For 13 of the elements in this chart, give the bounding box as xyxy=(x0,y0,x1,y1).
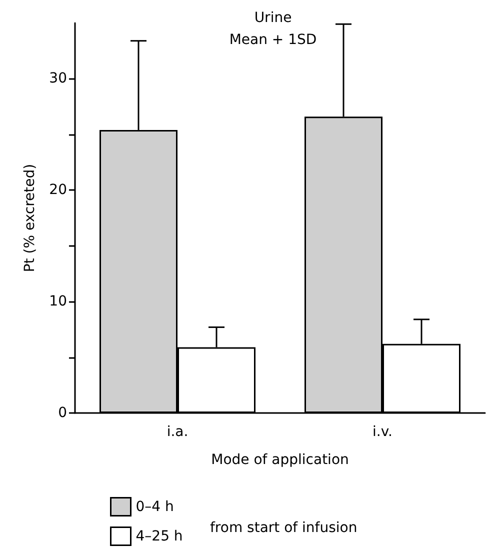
legend-title: from start of infusion xyxy=(210,520,358,536)
y-tick-label: 0 xyxy=(58,405,67,421)
x-tick-label: i.a. xyxy=(166,424,188,440)
text: Mean + 1SD xyxy=(229,32,317,48)
x-axis-title: Mode of application xyxy=(211,452,349,468)
y-tick-label: 30 xyxy=(49,70,67,87)
x-tick-label: i.v. xyxy=(372,424,392,440)
legend-label: 0–4 h xyxy=(136,498,174,515)
y-tick-label: 20 xyxy=(49,182,67,198)
chart-title: Urine xyxy=(254,10,292,26)
y-axis-title: Pt (% excreted) xyxy=(22,164,38,272)
legend-label: 4–25 h xyxy=(136,528,183,544)
y-tick-label: 10 xyxy=(49,294,67,310)
